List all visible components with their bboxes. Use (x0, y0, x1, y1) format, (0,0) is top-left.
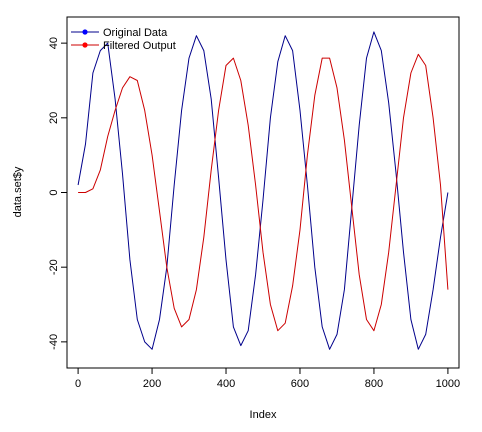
y-tick-label: -40 (48, 334, 60, 350)
y-tick-label: 40 (48, 37, 60, 49)
y-tick-label: 0 (48, 189, 60, 195)
x-tick-label: 400 (217, 378, 235, 390)
legend: Original Data Filtered Output (71, 27, 176, 52)
y-axis-title: data.set$y (12, 166, 24, 217)
legend-marker-filtered (82, 42, 88, 48)
y-axis-ticks: -40 -20 0 20 40 (48, 37, 67, 350)
y-tick-label: 20 (48, 112, 60, 124)
series-layer (77, 31, 449, 350)
y-tick-label: -20 (48, 259, 60, 275)
x-axis-title: Index (250, 409, 277, 421)
x-tick-label: 0 (75, 378, 81, 390)
x-tick-label: 1000 (436, 378, 460, 390)
x-tick-label: 600 (291, 378, 309, 390)
series-line-original-data (77, 31, 449, 350)
legend-marker-original (82, 29, 88, 35)
x-tick-label: 200 (143, 378, 161, 390)
legend-label-original: Original Data (103, 27, 168, 39)
legend-label-filtered: Filtered Output (103, 40, 176, 52)
x-axis-ticks: 0 200 400 600 800 1000 (75, 368, 460, 390)
plot-frame (66, 16, 460, 369)
series-line-filtered-output (78, 53, 449, 332)
x-tick-label: 800 (365, 378, 383, 390)
